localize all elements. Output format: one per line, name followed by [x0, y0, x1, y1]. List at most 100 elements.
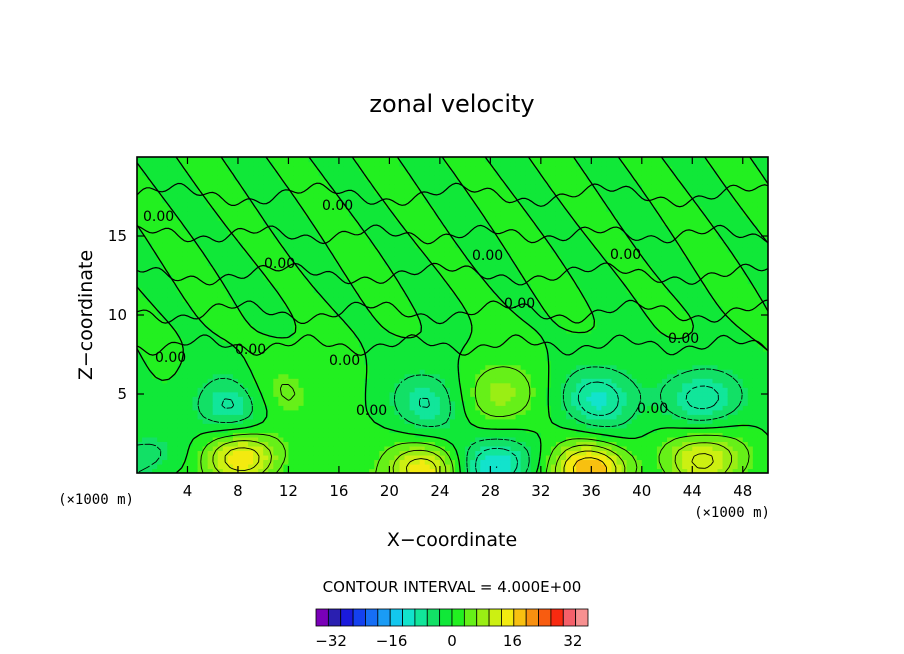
- field-cell: [182, 319, 189, 325]
- field-cell: [338, 170, 345, 176]
- field-cell: [187, 463, 194, 470]
- field-cell: [470, 188, 476, 194]
- field-cell: [167, 378, 173, 384]
- field-cell: [207, 206, 214, 212]
- field-cell: [475, 242, 481, 248]
- field-cell: [409, 215, 416, 221]
- field-cell: [253, 238, 259, 244]
- field-cell: [147, 269, 153, 275]
- field-cell: [298, 202, 305, 208]
- field-cell: [202, 387, 209, 393]
- field-cell: [172, 238, 178, 244]
- field-cell: [137, 369, 143, 375]
- field-cell: [298, 414, 305, 420]
- field-cell: [389, 251, 396, 257]
- field-cell: [147, 405, 153, 411]
- field-cell: [490, 161, 497, 167]
- field-cell: [152, 296, 158, 303]
- field-cell: [147, 193, 153, 199]
- field-cell: [248, 378, 254, 384]
- field-cell: [343, 423, 350, 429]
- field-cell: [434, 445, 441, 452]
- field-cell: [364, 391, 370, 397]
- field-cell: [364, 405, 370, 411]
- field-cell: [323, 202, 330, 208]
- field-cell: [434, 256, 441, 262]
- field-cell: [217, 418, 224, 424]
- field-cell: [460, 247, 466, 253]
- field-cell: [227, 157, 234, 163]
- field-cell: [298, 445, 305, 452]
- field-cell: [202, 166, 209, 172]
- field-cell: [379, 319, 385, 325]
- field-cell: [172, 197, 178, 203]
- field-cell: [283, 251, 290, 257]
- field-cell: [172, 369, 178, 375]
- field-cell: [480, 238, 486, 244]
- field-cell: [343, 197, 350, 203]
- field-cell: [167, 179, 173, 185]
- field-cell: [364, 251, 370, 257]
- field-cell: [379, 166, 385, 172]
- field-cell: [308, 197, 315, 203]
- field-cell: [298, 310, 305, 316]
- field-cell: [142, 391, 148, 397]
- field-cell: [384, 242, 390, 248]
- field-cell: [278, 342, 284, 348]
- field-cell: [394, 378, 401, 384]
- field-cell: [243, 229, 249, 235]
- field-cell: [253, 256, 259, 262]
- field-cell: [318, 184, 325, 190]
- field-cell: [369, 170, 375, 176]
- field-cell: [187, 432, 194, 438]
- field-cell: [177, 405, 184, 411]
- field-cell: [273, 274, 279, 280]
- field-cell: [192, 441, 199, 447]
- field-cell: [232, 369, 239, 375]
- field-cell: [157, 278, 163, 284]
- field-cell: [318, 391, 325, 397]
- field-cell: [207, 233, 214, 239]
- field-cell: [253, 409, 259, 415]
- field-cell: [394, 432, 401, 438]
- field-cell: [460, 441, 466, 447]
- field-cell: [460, 468, 466, 473]
- field-cell: [338, 184, 345, 190]
- field-cell: [465, 427, 471, 433]
- field-cell: [369, 188, 375, 194]
- field-cell: [424, 247, 431, 253]
- field-cell: [369, 427, 375, 433]
- field-cell: [227, 387, 234, 393]
- field-cell: [343, 166, 350, 172]
- field-cell: [490, 423, 497, 429]
- field-cell: [192, 256, 199, 262]
- field-cell: [243, 432, 249, 438]
- field-cell: [303, 292, 310, 298]
- field-cell: [444, 360, 451, 366]
- field-cell: [192, 305, 199, 312]
- field-cell: [227, 193, 234, 199]
- field-cell: [389, 260, 396, 266]
- field-cell: [485, 337, 491, 343]
- field-cell: [399, 251, 406, 257]
- field-cell: [343, 391, 350, 397]
- field-cell: [490, 206, 497, 212]
- field-cell: [157, 175, 163, 181]
- field-cell: [192, 387, 199, 393]
- field-cell: [288, 215, 295, 221]
- field-cell: [212, 387, 219, 393]
- field-cell: [434, 161, 441, 167]
- field-cell: [273, 202, 279, 208]
- field-cell: [207, 450, 214, 456]
- field-cell: [409, 364, 416, 370]
- field-cell: [434, 310, 441, 316]
- field-cell: [303, 450, 310, 456]
- field-cell: [399, 445, 406, 452]
- field-cell: [202, 360, 209, 366]
- field-cell: [374, 179, 380, 185]
- field-cell: [460, 436, 466, 442]
- field-cell: [328, 274, 335, 280]
- field-cell: [172, 355, 178, 361]
- field-cell: [404, 224, 411, 230]
- field-cell: [212, 432, 219, 438]
